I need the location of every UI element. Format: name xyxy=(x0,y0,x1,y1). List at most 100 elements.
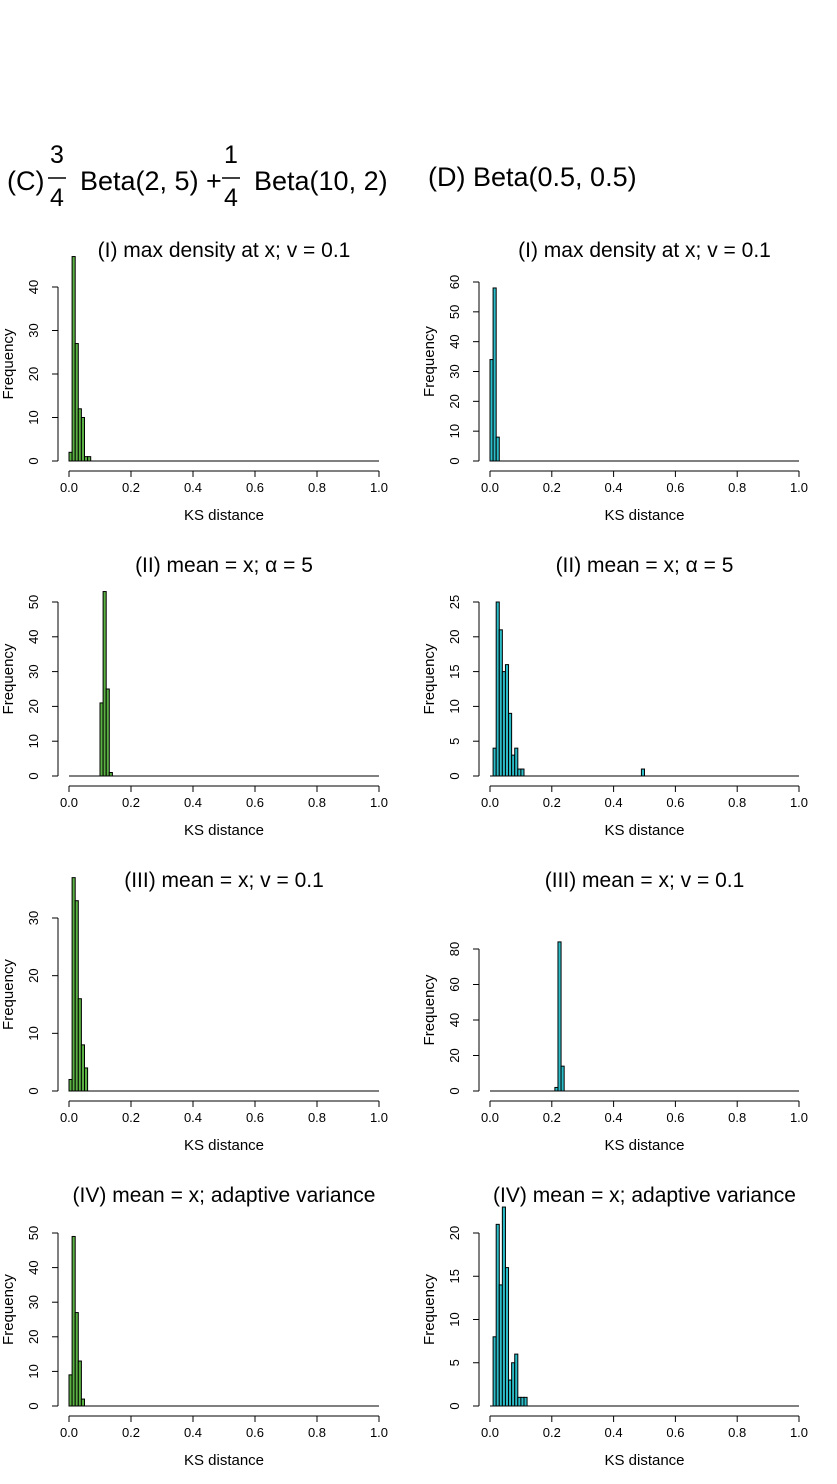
x-tick-label: 0.4 xyxy=(184,795,202,810)
histogram-panel: (I) max density at x; v = 0.1 0.0 0.2 0.4 0.… xyxy=(0,239,388,524)
y-tick-label: 0 xyxy=(447,457,462,464)
x-tick-label: 0.4 xyxy=(184,1110,202,1125)
y-tick-label: 30 xyxy=(26,664,41,678)
column-c-term-2: Beta(10, 2) xyxy=(254,166,388,196)
y-tick-label: 50 xyxy=(26,595,41,609)
histogram-panel: (IV) mean = x; adaptive variance 0.0 0.2 0.… xyxy=(0,1184,388,1469)
histogram-panel: (I) max density at x; v = 0.1 0.0 0.2 0.4 0.… xyxy=(421,239,808,524)
x-tick-label: 1.0 xyxy=(370,480,388,495)
x-tick-label: 0.6 xyxy=(246,1425,264,1440)
y-tick-label: 10 xyxy=(26,410,41,424)
x-tick-label: 0.2 xyxy=(543,1110,561,1125)
x-tick-label: 0.0 xyxy=(60,1110,78,1125)
y-tick-label: 80 xyxy=(447,942,462,956)
y-tick-label: 0 xyxy=(447,772,462,779)
histogram-bar xyxy=(80,417,86,462)
histogram-bar xyxy=(495,436,500,462)
x-tick-label: 0.2 xyxy=(122,1425,140,1440)
x-tick-label: 0.0 xyxy=(60,1425,78,1440)
panel-title: (IV) mean = x; adaptive variance xyxy=(73,1184,376,1207)
x-axis-label: KS distance xyxy=(604,822,684,839)
x-tick-label: 0.2 xyxy=(122,795,140,810)
column-c-prefix: (C) xyxy=(7,166,44,196)
y-tick-label: 60 xyxy=(447,977,462,991)
column-title-c: (C) 3 4 Beta(2, 5) + 1 4 Beta(10, 2) xyxy=(7,141,388,212)
panel-title: (I) max density at x; v = 0.1 xyxy=(518,239,771,262)
y-axis-label: Frequency xyxy=(421,1274,438,1345)
x-tick-label: 0.0 xyxy=(60,795,78,810)
x-tick-label: 0.8 xyxy=(308,795,326,810)
histogram-panel: (III) mean = x; v = 0.1 0.0 0.2 0.4 0.6 0.8 1.… xyxy=(421,869,808,1154)
y-axis-label: Frequency xyxy=(0,959,17,1030)
histogram-panel: (II) mean = x; α = 5 0.0 0.2 0.4 0.6 0.8 1.0 KS… xyxy=(421,554,808,839)
y-tick-label: 40 xyxy=(447,1013,462,1027)
y-tick-label: 10 xyxy=(26,734,41,748)
x-tick-label: 0.0 xyxy=(481,480,499,495)
histogram-bar xyxy=(523,1396,528,1407)
x-tick-label: 0.0 xyxy=(60,480,78,495)
y-tick-label: 0 xyxy=(447,1087,462,1094)
histogram-bar xyxy=(492,287,497,462)
y-tick-label: 20 xyxy=(26,1330,41,1344)
y-axis-label: Frequency xyxy=(421,643,438,714)
x-axis-label: KS distance xyxy=(604,1137,684,1154)
histogram-bar xyxy=(640,768,645,777)
x-axis-label: KS distance xyxy=(184,1452,264,1469)
x-tick-label: 1.0 xyxy=(370,1110,388,1125)
histogram-bar xyxy=(105,688,110,777)
y-tick-label: 40 xyxy=(26,280,41,294)
y-tick-label: 5 xyxy=(447,738,462,745)
y-tick-label: 30 xyxy=(26,1295,41,1309)
y-tick-label: 0 xyxy=(447,1402,462,1409)
x-tick-label: 0.4 xyxy=(605,795,623,810)
y-tick-label: 50 xyxy=(26,1226,41,1240)
y-tick-label: 25 xyxy=(447,595,462,609)
x-tick-label: 0.4 xyxy=(184,480,202,495)
x-axis-label: KS distance xyxy=(184,822,264,839)
panel-title: (III) mean = x; v = 0.1 xyxy=(545,869,745,892)
x-axis-label: KS distance xyxy=(604,1452,684,1469)
y-tick-label: 10 xyxy=(26,1026,41,1040)
fraction-1-numerator: 3 xyxy=(50,141,64,169)
fraction-1-denominator: 4 xyxy=(50,184,64,212)
y-tick-label: 0 xyxy=(26,772,41,779)
x-tick-label: 0.8 xyxy=(728,1425,746,1440)
y-tick-label: 10 xyxy=(26,1364,41,1378)
histogram-bar xyxy=(560,1065,565,1092)
x-tick-label: 0.8 xyxy=(308,1110,326,1125)
x-tick-label: 1.0 xyxy=(790,1425,808,1440)
panel-title: (II) mean = x; α = 5 xyxy=(135,554,313,577)
x-tick-label: 0.6 xyxy=(246,1110,264,1125)
y-tick-label: 40 xyxy=(26,1260,41,1274)
x-tick-label: 0.8 xyxy=(308,1425,326,1440)
x-tick-label: 0.8 xyxy=(728,1110,746,1125)
x-tick-label: 1.0 xyxy=(790,480,808,495)
x-tick-label: 0.6 xyxy=(666,1110,684,1125)
x-tick-label: 0.4 xyxy=(605,1425,623,1440)
x-tick-label: 0.6 xyxy=(666,1425,684,1440)
x-tick-label: 1.0 xyxy=(790,1110,808,1125)
y-tick-label: 40 xyxy=(447,334,462,348)
y-tick-label: 20 xyxy=(447,630,462,644)
panel-title: (I) max density at x; v = 0.1 xyxy=(98,239,351,262)
panel-title: (II) mean = x; α = 5 xyxy=(556,554,734,577)
x-axis-label: KS distance xyxy=(184,507,264,524)
y-axis-label: Frequency xyxy=(0,328,17,399)
x-tick-label: 0.0 xyxy=(481,1425,499,1440)
y-tick-label: 15 xyxy=(447,1269,462,1283)
x-tick-label: 0.6 xyxy=(666,795,684,810)
x-tick-label: 0.2 xyxy=(543,480,561,495)
histogram-panel: (II) mean = x; α = 5 0.0 0.2 0.4 0.6 0.8 1.0 KS… xyxy=(0,554,388,839)
x-tick-label: 0.2 xyxy=(543,1425,561,1440)
y-tick-label: 20 xyxy=(26,699,41,713)
y-tick-label: 40 xyxy=(26,630,41,644)
y-axis-label: Frequency xyxy=(0,643,17,714)
histogram-panel: (III) mean = x; v = 0.1 0.0 0.2 0.4 0.6 0.8 1.… xyxy=(0,869,388,1154)
x-tick-label: 0.4 xyxy=(605,480,623,495)
y-tick-label: 15 xyxy=(447,664,462,678)
x-tick-label: 0.6 xyxy=(246,795,264,810)
y-tick-label: 20 xyxy=(447,1226,462,1240)
y-tick-label: 5 xyxy=(447,1359,462,1366)
x-tick-label: 1.0 xyxy=(370,1425,388,1440)
